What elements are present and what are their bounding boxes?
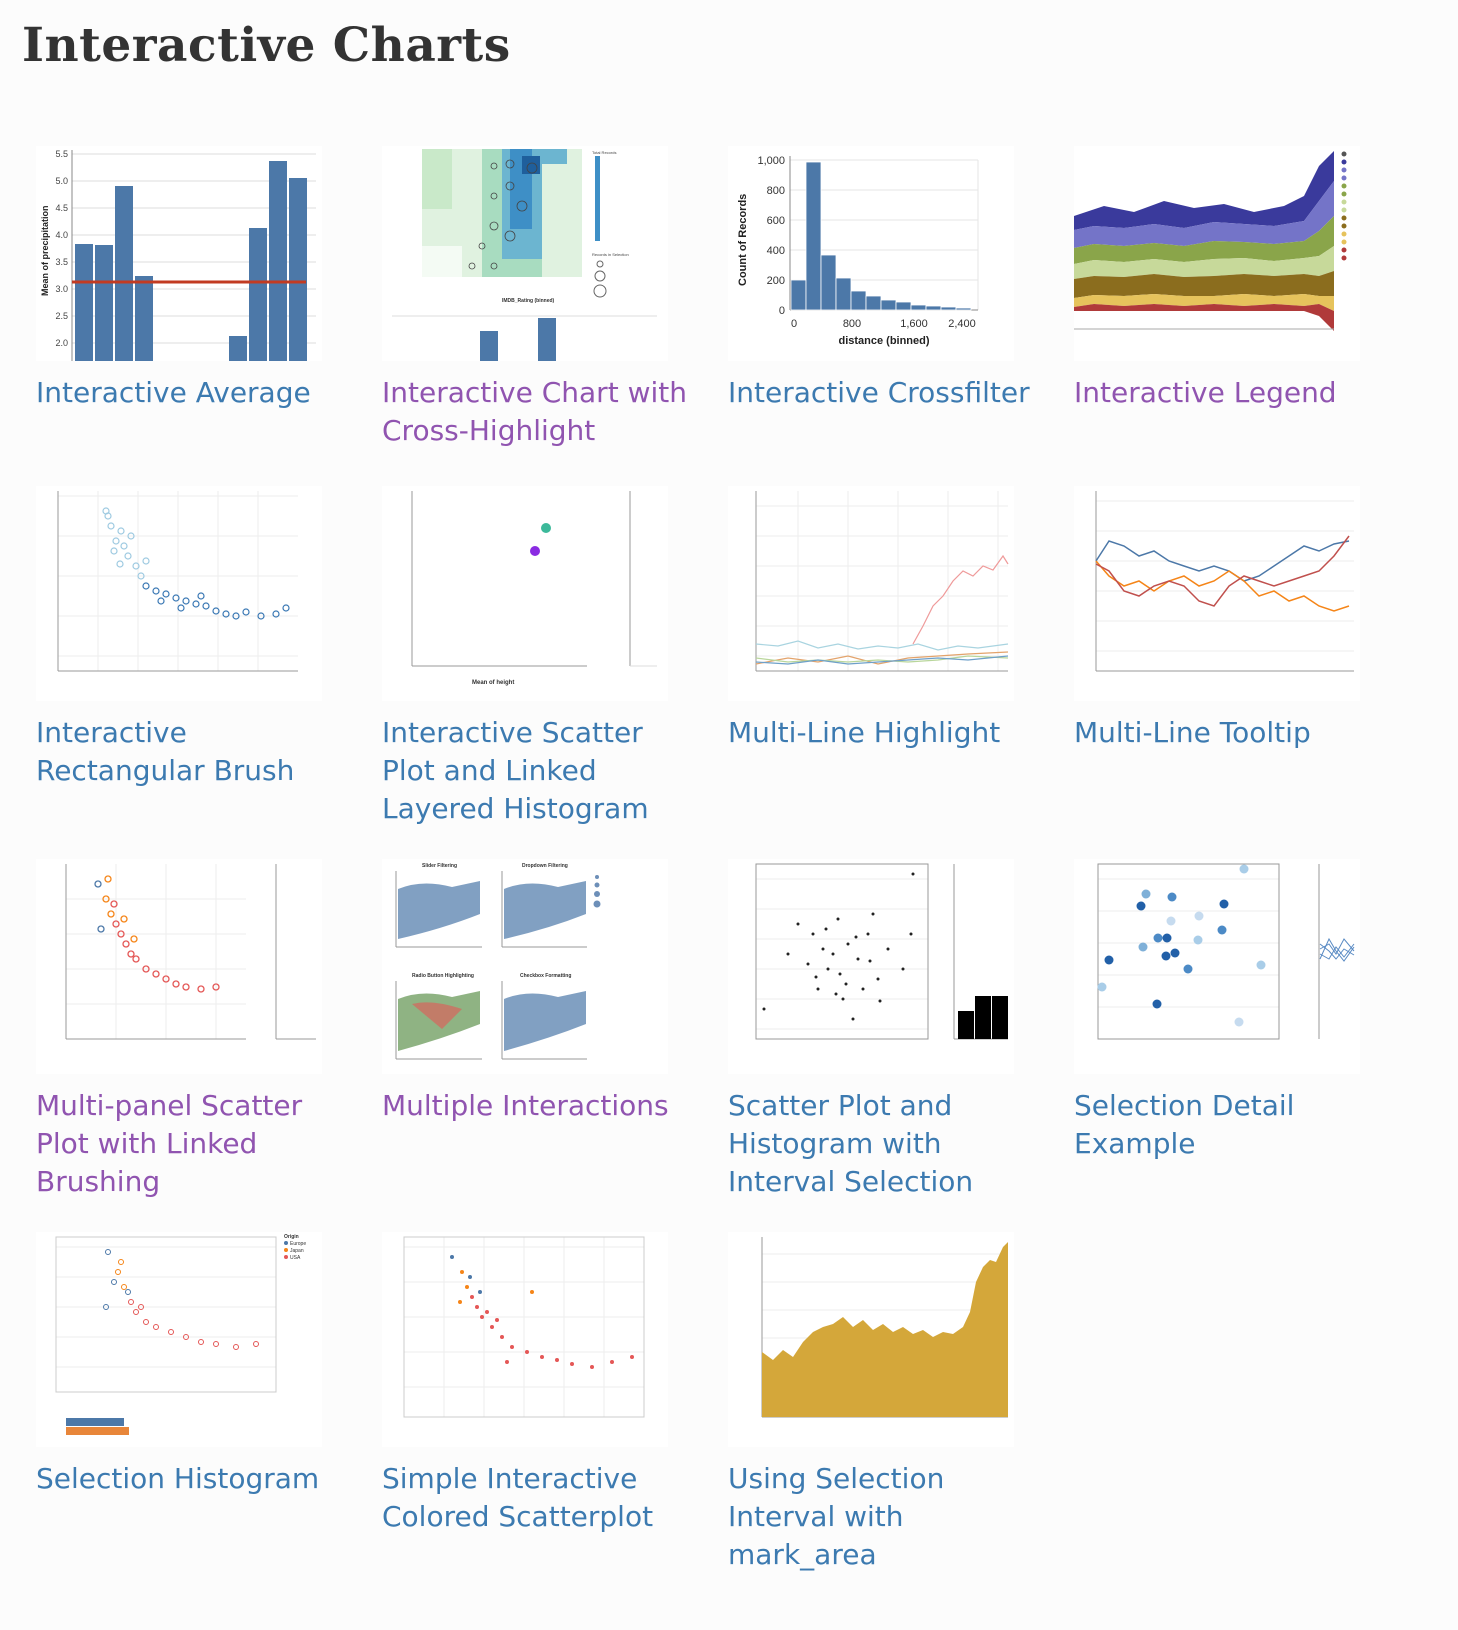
svg-text:800: 800 <box>843 318 861 330</box>
scatter-plot-thumbnail-icon <box>403 1236 645 1418</box>
svg-text:3.5: 3.5 <box>55 257 68 267</box>
svg-text:Total Records: Total Records <box>592 150 616 155</box>
item-link-multi-line-tooltip[interactable]: Multi-Line Tooltip <box>1074 716 1311 749</box>
svg-text:2,400: 2,400 <box>948 318 976 330</box>
thumbnail-interactive-legend[interactable] <box>1074 146 1360 361</box>
svg-text:200: 200 <box>767 275 785 287</box>
svg-text:1,000: 1,000 <box>757 155 785 167</box>
thumbnail-crossfilter[interactable]: 1,000 800 600 400 200 0 0 800 1,600 2,400 distan… <box>728 146 1014 361</box>
thumbnail-interval-selection[interactable] <box>728 859 1014 1074</box>
scatter-histogram-thumbnail-icon: Mean of height <box>411 491 657 686</box>
thumbnail-mark-area[interactable] <box>728 1232 1014 1447</box>
svg-text:Slider Filtering: Slider Filtering <box>422 863 457 869</box>
item-link-mark-area[interactable]: Using Selection Interval with mark_area <box>728 1462 945 1571</box>
thumbnail-multi-line-tooltip[interactable] <box>1074 486 1360 701</box>
svg-text:5.0: 5.0 <box>55 176 68 186</box>
svg-text:3.0: 3.0 <box>55 284 68 294</box>
svg-text:Origin: Origin <box>284 1234 299 1240</box>
multi-line-thumbnail-icon <box>1095 491 1354 672</box>
svg-text:Radio Button Highlighting: Radio Button Highlighting <box>412 973 474 979</box>
scatter-histogram-thumbnail-icon <box>755 863 1008 1040</box>
item-link-selection-histogram[interactable]: Selection Histogram <box>36 1462 320 1495</box>
multi-line-thumbnail-icon <box>755 491 1009 672</box>
scatter-grid-thumbnail-icon: Slider Filtering Dropdown Filtering Radio … <box>395 863 601 1060</box>
svg-text:2.5: 2.5 <box>55 311 68 321</box>
item-link-interactive-average[interactable]: Interactive Average <box>36 376 311 409</box>
svg-text:4.5: 4.5 <box>55 203 68 213</box>
thumbnail-interactive-average[interactable]: 5.5 5.0 4.5 4.0 3.5 3.0 2.5 2.0 Mean of preci… <box>36 146 322 361</box>
area-chart-thumbnail-icon <box>761 1237 1008 1418</box>
svg-text:600: 600 <box>767 215 785 227</box>
item-link-interactive-legend[interactable]: Interactive Legend <box>1074 376 1337 409</box>
thumbnail-multiple-interactions[interactable]: Slider Filtering Dropdown Filtering Radio … <box>382 859 668 1074</box>
svg-text:IMDB_Rating (binned): IMDB_Rating (binned) <box>502 298 555 304</box>
thumbnail-selection-detail[interactable] <box>1074 859 1360 1074</box>
svg-text:5.5: 5.5 <box>55 149 68 159</box>
svg-text:Checkbox Formatting: Checkbox Formatting <box>520 973 571 979</box>
svg-text:distance (binned): distance (binned) <box>838 335 929 347</box>
item-link-crossfilter[interactable]: Interactive Crossfilter <box>728 376 1030 409</box>
svg-text:Japan: Japan <box>290 1248 304 1254</box>
item-link-rectangular-brush[interactable]: Interactive Rectangular Brush <box>36 716 295 787</box>
thumbnail-rectangular-brush[interactable] <box>36 486 322 701</box>
thumbnail-cross-highlight[interactable]: Total Records Records in Selection IMDB_R… <box>382 146 668 361</box>
item-link-colored-scatterplot[interactable]: Simple Interactive Colored Scatterplot <box>382 1462 654 1533</box>
svg-text:Mean of precipitation: Mean of precipitation <box>40 205 50 296</box>
thumbnail-linked-layered-histogram[interactable]: Mean of height <box>382 486 668 701</box>
thumbnail-multi-line-highlight[interactable] <box>728 486 1014 701</box>
item-link-multi-panel-scatter[interactable]: Multi-panel Scatter Plot with Linked Bru… <box>36 1089 303 1198</box>
svg-text:400: 400 <box>767 245 785 257</box>
svg-text:Mean of height: Mean of height <box>472 680 514 686</box>
svg-text:2.0: 2.0 <box>55 338 68 348</box>
svg-text:Europe: Europe <box>290 1241 306 1247</box>
scatter-plot-thumbnail-icon <box>57 491 298 672</box>
bar-chart-thumbnail-icon: 5.5 5.0 4.5 4.0 3.5 3.0 2.5 2.0 Mean of preci… <box>40 149 316 361</box>
thumbnail-colored-scatterplot[interactable] <box>382 1232 668 1447</box>
item-link-multi-line-highlight[interactable]: Multi-Line Highlight <box>728 716 1001 749</box>
svg-text:800: 800 <box>767 185 785 197</box>
item-link-selection-detail[interactable]: Selection Detail Example <box>1074 1089 1295 1160</box>
page-title: Interactive Charts <box>22 18 511 73</box>
svg-text:4.0: 4.0 <box>55 230 68 240</box>
scatter-lines-thumbnail-icon <box>1097 863 1355 1040</box>
item-link-linked-layered-histogram[interactable]: Interactive Scatter Plot and Linked Laye… <box>382 716 649 825</box>
item-link-interval-selection[interactable]: Scatter Plot and Histogram with Interval… <box>728 1089 974 1198</box>
thumbnail-multi-panel-scatter[interactable] <box>36 859 322 1074</box>
scatter-plot-thumbnail-icon <box>65 864 316 1040</box>
svg-text:Dropdown Filtering: Dropdown Filtering <box>522 863 568 869</box>
svg-text:0: 0 <box>791 318 797 330</box>
histogram-thumbnail-icon: 1,000 800 600 400 200 0 0 800 1,600 2,400 distan… <box>737 155 979 347</box>
streamgraph-thumbnail-icon <box>1074 151 1347 331</box>
svg-text:Count of Records: Count of Records <box>737 194 749 286</box>
thumbnail-selection-histogram[interactable]: Origin Europe Japan USA <box>36 1232 322 1447</box>
svg-text:1,600: 1,600 <box>900 318 928 330</box>
item-link-cross-highlight[interactable]: Interactive Chart with Cross-Highlight <box>382 376 687 447</box>
item-link-multiple-interactions[interactable]: Multiple Interactions <box>382 1089 669 1122</box>
svg-text:USA: USA <box>290 1255 301 1261</box>
svg-text:0: 0 <box>779 305 785 317</box>
heatmap-thumbnail-icon: Total Records Records in Selection IMDB_R… <box>392 149 657 361</box>
svg-text:Records in Selection: Records in Selection <box>592 252 629 257</box>
